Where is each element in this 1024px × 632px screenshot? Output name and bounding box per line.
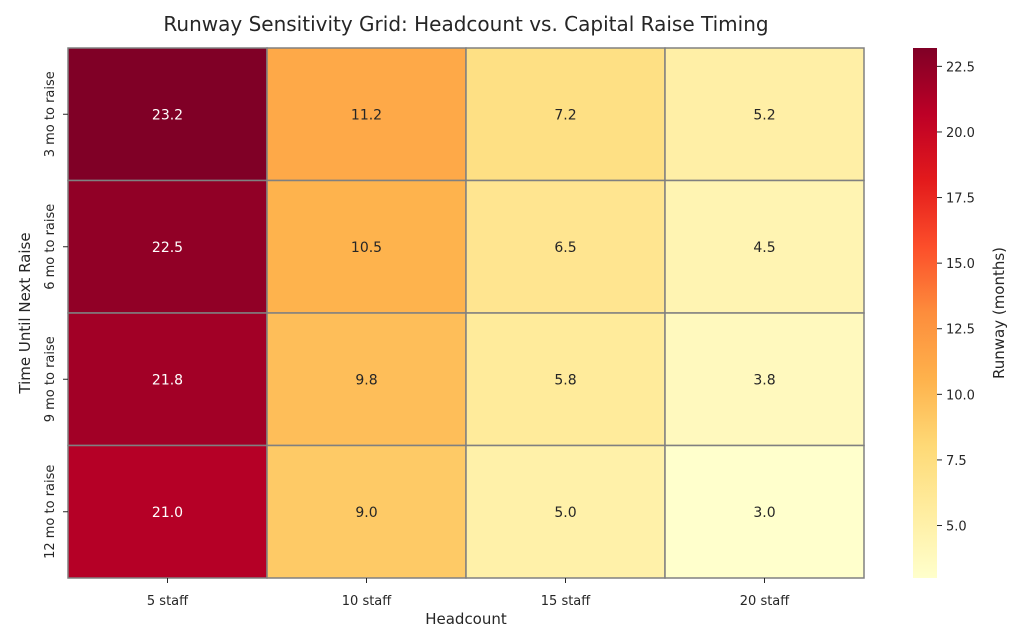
cell-value-label: 10.5: [351, 240, 382, 256]
cell-value-label: 22.5: [152, 240, 183, 256]
colorbar-tick-label: 10.0: [946, 388, 975, 403]
heatmap-cell: [67, 179, 268, 314]
heatmap-cell: [266, 179, 467, 314]
colorbar-tick-label: 5.0: [946, 520, 967, 535]
x-axis-ticks: 5 staff 10 staff 15 staff 20 staff: [147, 578, 790, 609]
colorbar-tick-label: 22.5: [946, 60, 975, 75]
cell-value-label: 4.5: [753, 240, 775, 256]
cell-value-label: 5.2: [753, 107, 775, 123]
cell-value-label: 3.0: [753, 505, 775, 521]
cell-value-label: 11.2: [351, 107, 382, 123]
heatmap-cell: [266, 47, 467, 182]
cell-value-label: 3.8: [753, 372, 775, 388]
y-axis-label: Time Until Next Raise: [16, 232, 34, 394]
cell-value-label: 5.8: [554, 372, 576, 388]
y-axis-ticks: 3 mo to raise 6 mo to raise 9 mo to raise 1…: [43, 71, 68, 559]
heatmap-cells: [67, 47, 865, 579]
heatmap-cell-labels: 23.2 11.2 7.2 5.2 22.5 10.5 6.5 4.5 21.8 9.8 5.8 3.…: [152, 107, 776, 521]
colorbar-tick-label: 12.5: [946, 323, 975, 338]
x-tick-label: 10 staff: [342, 594, 393, 609]
colorbar-tick-label: 17.5: [946, 192, 975, 207]
x-tick-label: 20 staff: [740, 594, 791, 609]
colorbar: [913, 48, 937, 578]
heatmap-cell: [664, 179, 865, 314]
chart-title: Runway Sensitivity Grid: Headcount vs. C…: [163, 12, 768, 36]
cell-value-label: 23.2: [152, 107, 183, 123]
cell-value-label: 9.8: [355, 372, 377, 388]
colorbar-tick-label: 20.0: [946, 126, 975, 141]
cell-value-label: 21.8: [152, 372, 183, 388]
y-tick-label: 9 mo to raise: [43, 336, 58, 422]
colorbar-tick-label: 15.0: [946, 257, 975, 272]
colorbar-label: Runway (months): [990, 247, 1008, 379]
cell-value-label: 5.0: [554, 505, 576, 521]
y-tick-label: 12 mo to raise: [43, 465, 58, 559]
heatmap-cell: [465, 444, 666, 579]
x-axis-label: Headcount: [425, 610, 507, 628]
colorbar-tick-label: 7.5: [946, 454, 967, 469]
cell-value-label: 7.2: [554, 107, 576, 123]
x-tick-label: 5 staff: [147, 594, 189, 609]
y-tick-label: 3 mo to raise: [43, 71, 58, 157]
heatmap-cell: [67, 47, 268, 182]
cell-value-label: 9.0: [355, 505, 377, 521]
heatmap-cell: [664, 312, 865, 447]
colorbar-ticks: 5.0 7.5 10.0 12.5 15.0 17.5 20.0 22.5: [937, 60, 975, 535]
cell-value-label: 21.0: [152, 505, 183, 521]
heatmap-cell: [465, 47, 666, 182]
heatmap-cell: [664, 444, 865, 579]
heatmap-cell: [266, 444, 467, 579]
cell-value-label: 6.5: [554, 240, 576, 256]
y-tick-label: 6 mo to raise: [43, 204, 58, 290]
heatmap-cell: [67, 444, 268, 579]
heatmap-cell: [266, 312, 467, 447]
heatmap-cell: [664, 47, 865, 182]
x-tick-label: 15 staff: [541, 594, 592, 609]
